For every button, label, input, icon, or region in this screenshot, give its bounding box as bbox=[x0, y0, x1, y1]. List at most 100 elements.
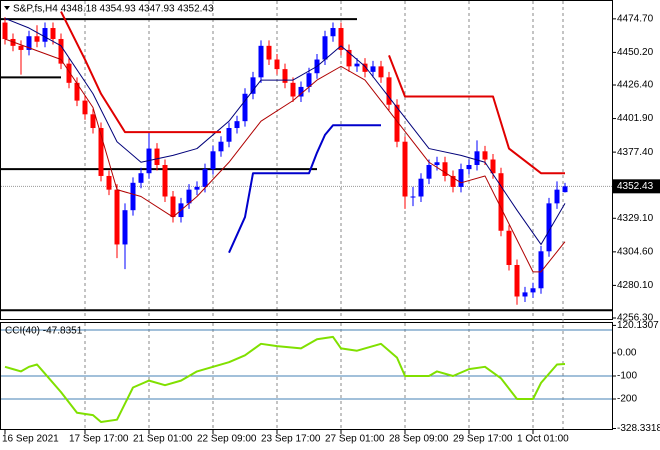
candle-body bbox=[538, 251, 544, 289]
candle-body bbox=[34, 36, 40, 42]
y-tick-label: 4304.60 bbox=[617, 246, 654, 257]
y-tick-label: 4256.30 bbox=[617, 313, 654, 324]
candle-body bbox=[490, 159, 496, 174]
candle-body bbox=[402, 141, 408, 197]
candle-body bbox=[194, 186, 200, 190]
candle-body bbox=[90, 114, 96, 129]
candle-body bbox=[218, 141, 224, 152]
candle-body bbox=[58, 38, 64, 64]
candle-body bbox=[474, 151, 480, 165]
y-tick-label: -100 bbox=[617, 371, 637, 382]
candle-body bbox=[506, 230, 512, 265]
chart-title: S&P,fs,H4 4348.18 4354.93 4347.93 4352.4… bbox=[13, 4, 214, 15]
candle-body bbox=[498, 173, 504, 231]
x-tick-label: 17 Sep 17:00 bbox=[69, 434, 129, 445]
y-tick-label: 4280.10 bbox=[617, 280, 654, 291]
y-tick-label: 4329.10 bbox=[617, 213, 654, 224]
candle-body bbox=[202, 169, 208, 187]
price-tag-label: 4352.43 bbox=[617, 181, 654, 192]
candle-body bbox=[450, 175, 456, 187]
candle-body bbox=[362, 63, 368, 72]
candle-body bbox=[266, 45, 272, 60]
candle-body bbox=[170, 196, 176, 218]
candle-body bbox=[26, 36, 32, 50]
y-tick-label: 120.1307 bbox=[617, 320, 659, 331]
candle-body bbox=[242, 93, 248, 122]
indicator-line bbox=[4, 38, 566, 273]
candle-body bbox=[354, 63, 360, 67]
indicator-line bbox=[228, 124, 381, 254]
candle-body bbox=[18, 45, 24, 50]
candle-body bbox=[258, 45, 264, 78]
indicator-line bbox=[60, 11, 565, 175]
x-tick-label: 23 Sep 17:00 bbox=[261, 434, 321, 445]
x-tick-label: 27 Sep 01:00 bbox=[325, 434, 385, 445]
candle-body bbox=[562, 186, 568, 193]
indicator-line bbox=[4, 335, 566, 423]
candle-body bbox=[2, 22, 8, 39]
candle-body bbox=[458, 169, 464, 187]
y-tick-label: -200 bbox=[617, 394, 637, 405]
candle-body bbox=[290, 82, 296, 97]
candle-body bbox=[282, 69, 288, 83]
candle-body bbox=[186, 189, 192, 204]
candle-body bbox=[378, 66, 384, 78]
y-tick-label: 4474.70 bbox=[617, 13, 654, 24]
candle-body bbox=[338, 28, 344, 50]
candle-body bbox=[66, 63, 72, 83]
candle-body bbox=[74, 82, 80, 101]
candle-body bbox=[482, 151, 488, 160]
cci-title: CCI(40) -47.8351 bbox=[5, 326, 83, 337]
candle-body bbox=[410, 196, 416, 198]
indicator-line bbox=[4, 17, 566, 245]
candle-body bbox=[346, 49, 352, 67]
y-tick-label: 4401.90 bbox=[617, 113, 654, 124]
candle-body bbox=[42, 28, 48, 42]
candle-body bbox=[274, 59, 280, 70]
candle-body bbox=[154, 148, 160, 165]
candle-body bbox=[122, 210, 128, 245]
candle-body bbox=[250, 77, 256, 94]
main-pane bbox=[0, 0, 613, 320]
y-tick-label: 0.00 bbox=[617, 348, 637, 359]
candle-body bbox=[130, 182, 136, 211]
x-tick-label: 1 Oct 01:00 bbox=[517, 434, 569, 445]
candle-body bbox=[226, 128, 232, 142]
candle-body bbox=[138, 173, 144, 183]
candle-body bbox=[546, 203, 552, 252]
y-tick-label: 4426.40 bbox=[617, 80, 654, 91]
candle-body bbox=[98, 128, 104, 176]
candle-body bbox=[434, 162, 440, 165]
candle-body bbox=[530, 288, 536, 293]
x-tick-label: 16 Sep 2021 bbox=[2, 434, 59, 445]
candle-body bbox=[522, 292, 528, 297]
candle-body bbox=[298, 86, 304, 97]
y-tick-label: 4377.40 bbox=[617, 147, 654, 158]
candle-body bbox=[234, 121, 240, 129]
candle-body bbox=[210, 151, 216, 170]
candle-body bbox=[82, 100, 88, 115]
candle-body bbox=[306, 73, 312, 87]
y-tick-label: -328.3318 bbox=[617, 423, 660, 434]
candle-body bbox=[386, 77, 392, 105]
candle-body bbox=[50, 28, 56, 39]
price-tag bbox=[613, 179, 660, 194]
x-tick-label: 29 Sep 17:00 bbox=[453, 434, 513, 445]
candle-body bbox=[322, 36, 328, 60]
x-tick-label: 28 Sep 09:00 bbox=[389, 434, 449, 445]
candle-body bbox=[114, 189, 120, 245]
candle-body bbox=[162, 164, 168, 197]
candle-body bbox=[330, 28, 336, 37]
candle-body bbox=[370, 66, 376, 72]
candle-body bbox=[514, 264, 520, 297]
candle-body bbox=[426, 164, 432, 179]
x-tick-label: 22 Sep 09:00 bbox=[197, 434, 257, 445]
candle-body bbox=[466, 164, 472, 170]
candle-body bbox=[418, 178, 424, 197]
menu-triangle bbox=[4, 6, 10, 10]
x-tick-label: 21 Sep 01:00 bbox=[133, 434, 193, 445]
candle-body bbox=[394, 104, 400, 142]
y-tick-label: 4450.20 bbox=[617, 47, 654, 58]
